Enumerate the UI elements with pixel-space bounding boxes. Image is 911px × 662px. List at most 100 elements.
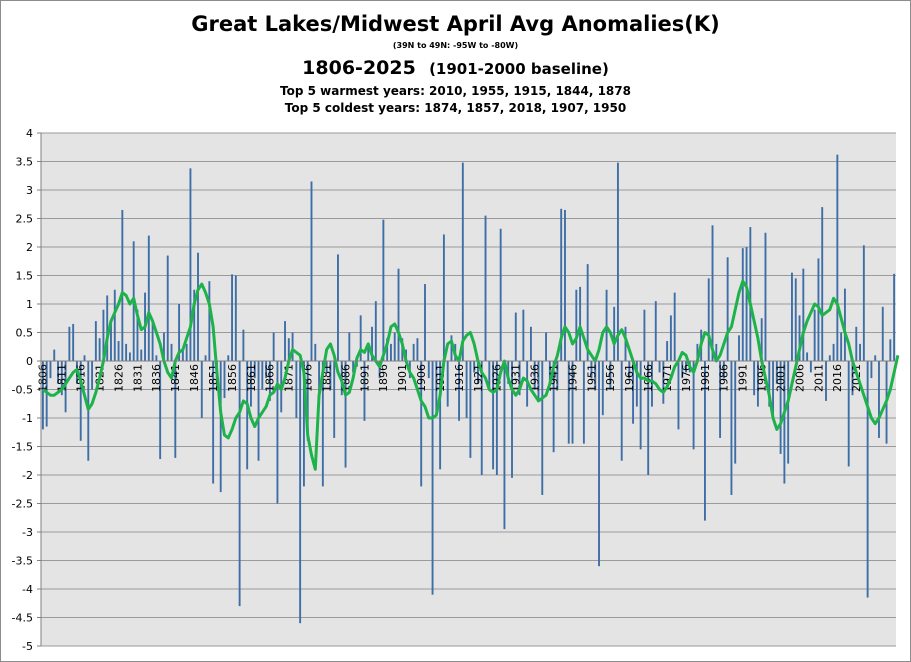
anomaly-bar — [711, 225, 714, 361]
anomaly-bar — [49, 361, 52, 379]
smoothed-line — [41, 279, 900, 471]
x-tick-label: 1806 — [37, 364, 50, 392]
anomaly-bar — [529, 326, 532, 361]
anomaly-bar — [696, 343, 699, 361]
anomaly-bar — [775, 361, 778, 384]
x-tick-label: 1901 — [396, 364, 409, 392]
x-tick-label: 1826 — [112, 364, 125, 392]
anomaly-bar — [813, 309, 816, 361]
anomaly-bar — [371, 326, 373, 361]
anomaly-bar — [484, 215, 487, 361]
anomaly-bar — [374, 301, 377, 361]
anomaly-bar — [541, 361, 544, 495]
y-tick-label: -0.5 — [12, 384, 33, 397]
x-tick-label: 1936 — [529, 364, 542, 392]
anomaly-bar — [261, 361, 264, 390]
anomaly-bar — [772, 361, 774, 416]
anomaly-bar — [586, 264, 589, 361]
anomaly-bar — [265, 361, 268, 379]
anomaly-bar — [231, 274, 233, 361]
anomaly-bar — [692, 361, 695, 450]
anomaly-bar — [552, 361, 555, 453]
anomaly-bar — [393, 332, 396, 361]
anomaly-bar — [193, 289, 196, 361]
anomaly-bar — [753, 361, 756, 396]
anomaly-bar — [57, 361, 59, 384]
anomaly-bar — [170, 343, 173, 361]
anomaly-bar — [488, 361, 491, 390]
x-tick-label: 2001 — [774, 364, 787, 392]
x-tick-label: 1971 — [661, 364, 674, 392]
anomaly-bar — [673, 292, 676, 361]
anomaly-bar — [113, 289, 116, 361]
anomaly-bar — [613, 306, 616, 361]
anomaly-bar — [128, 352, 131, 361]
x-tick-label: 2006 — [793, 364, 806, 392]
y-tick-label: 1.5 — [16, 270, 34, 283]
anomaly-bar — [272, 332, 275, 361]
anomaly-bar — [704, 361, 706, 521]
anomaly-bar — [624, 326, 627, 361]
anomaly-bar — [306, 361, 309, 441]
anomaly-bar — [125, 343, 128, 361]
anomaly-bar — [669, 315, 672, 361]
anomaly-bar — [197, 252, 199, 361]
range-main: 1806-2025 — [302, 57, 416, 79]
anomaly-bar — [98, 338, 101, 361]
anomaly-bar — [855, 326, 858, 361]
anomaly-bar — [299, 361, 302, 624]
anomaly-bar — [821, 207, 824, 361]
anomaly-bar — [571, 361, 574, 444]
anomaly-bar — [268, 361, 271, 401]
x-tick-label: 1906 — [415, 364, 428, 392]
anomaly-bar — [185, 343, 188, 361]
anomaly-bar — [64, 361, 67, 413]
y-tick-label: -2.5 — [12, 498, 33, 511]
anomaly-bar — [276, 361, 279, 504]
anomaly-bar — [390, 343, 392, 361]
anomaly-bar — [287, 338, 290, 361]
anomaly-bar — [79, 361, 82, 441]
anomaly-bar — [110, 321, 112, 361]
anomaly-bar — [594, 361, 597, 390]
anomaly-bar — [102, 309, 105, 361]
anomaly-bar — [503, 361, 506, 530]
anomaly-bar — [424, 284, 426, 361]
x-tick-label: 1991 — [737, 364, 750, 392]
anomaly-bar — [295, 361, 298, 418]
anomaly-bar — [344, 361, 347, 468]
anomaly-bar — [337, 254, 339, 361]
anomaly-bar — [166, 255, 169, 361]
anomaly-bar — [136, 309, 139, 361]
anomaly-bar — [514, 312, 517, 361]
anomaly-bar — [575, 289, 578, 361]
anomaly-bar — [677, 361, 680, 430]
anomaly-bar — [518, 361, 521, 396]
anomaly-bar — [647, 361, 650, 475]
anomaly-bar — [333, 361, 336, 438]
anomaly-bar — [802, 268, 805, 361]
anomaly-bar — [522, 309, 525, 361]
y-tick-label: 2.5 — [16, 213, 34, 226]
anomaly-bar — [806, 352, 809, 361]
x-tick-label: 1961 — [623, 364, 636, 392]
anomaly-bar — [321, 361, 324, 487]
anomaly-bar — [140, 349, 143, 361]
anomaly-bar — [768, 361, 771, 407]
anomaly-bar — [178, 304, 181, 361]
anomaly-bar — [598, 361, 600, 567]
anomaly-bar — [537, 361, 540, 401]
anomaly-bar — [189, 168, 192, 361]
anomaly-bar — [382, 219, 385, 361]
anomaly-bar — [431, 361, 434, 595]
range-baseline: (1901-2000 baseline) — [429, 60, 609, 78]
anomaly-bar — [284, 321, 286, 361]
x-tick-label: 1846 — [188, 364, 201, 392]
y-tick-label: -1 — [22, 412, 33, 425]
anomaly-bar — [435, 361, 438, 413]
anomaly-bar — [329, 361, 332, 390]
anomaly-bar — [783, 361, 786, 484]
anomaly-bar — [809, 361, 812, 373]
anomaly-bar — [545, 332, 547, 361]
